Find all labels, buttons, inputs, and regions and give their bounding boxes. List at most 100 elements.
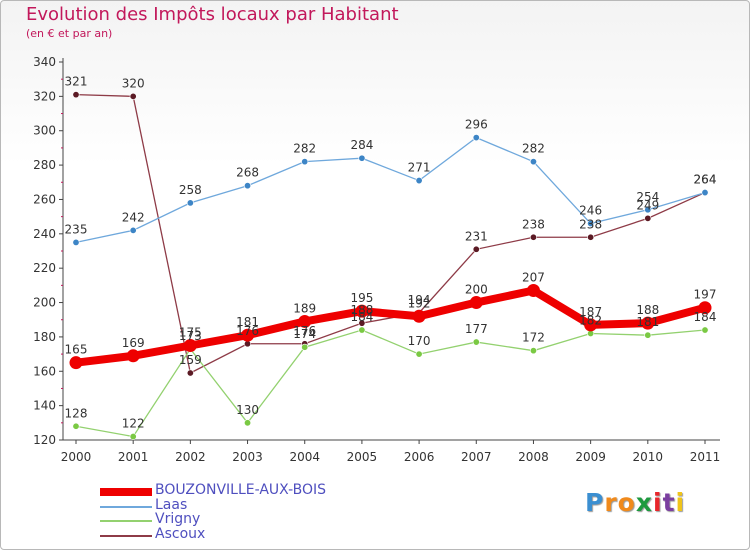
data-label-ascoux: 238	[522, 217, 545, 231]
data-point-ascoux	[358, 319, 366, 327]
data-label-bouzonville: 192	[408, 296, 431, 310]
y-tick-label: 200	[33, 296, 56, 310]
data-label-ascoux: 176	[293, 324, 316, 338]
data-point-vrigny	[472, 338, 480, 346]
data-label-ascoux: 321	[65, 75, 88, 89]
chart-subtitle: (en € et par an)	[26, 27, 113, 40]
data-point-bouzonville	[641, 316, 655, 330]
legend-label-ascoux: Ascoux	[155, 525, 206, 542]
logo-letter: x	[635, 488, 653, 517]
data-point-bouzonville	[298, 314, 312, 328]
x-tick-label: 2004	[289, 450, 320, 464]
data-point-vrigny	[129, 433, 137, 441]
data-point-laas	[358, 154, 366, 162]
data-label-laas: 246	[579, 204, 602, 218]
data-label-bouzonville: 188	[636, 303, 659, 317]
chart-title: Evolution des Impôts locaux par Habitant	[26, 4, 399, 25]
x-tick-label: 2011	[690, 450, 721, 464]
data-label-laas: 284	[350, 138, 373, 152]
data-label-laas: 271	[408, 161, 431, 175]
data-label-ascoux: 264	[694, 173, 717, 187]
data-point-bouzonville	[584, 318, 598, 332]
data-label-ascoux: 238	[579, 217, 602, 231]
data-point-laas	[701, 189, 709, 197]
data-label-vrigny: 181	[636, 315, 659, 329]
data-point-laas	[472, 134, 480, 142]
data-point-ascoux	[644, 214, 652, 222]
data-label-bouzonville: 189	[293, 301, 316, 315]
data-label-ascoux: 320	[122, 76, 145, 90]
data-label-bouzonville: 187	[579, 305, 602, 319]
x-tick-label: 2007	[461, 450, 492, 464]
data-point-vrigny	[72, 422, 80, 430]
data-label-laas: 242	[122, 210, 145, 224]
y-tick-label: 120	[33, 433, 56, 447]
data-label-vrigny: 172	[522, 331, 545, 345]
data-label-vrigny: 182	[579, 313, 602, 327]
logo-letter: r	[604, 488, 618, 517]
data-label-vrigny: 174	[293, 327, 316, 341]
data-point-ascoux	[72, 91, 80, 99]
y-tick-label: 280	[33, 158, 56, 172]
data-point-bouzonville	[412, 309, 426, 323]
data-point-vrigny	[301, 343, 309, 351]
data-point-bouzonville	[126, 349, 140, 363]
data-point-vrigny	[358, 326, 366, 334]
data-label-laas: 258	[179, 183, 202, 197]
data-point-laas	[72, 238, 80, 246]
x-tick-label: 2009	[575, 450, 606, 464]
data-label-vrigny: 184	[694, 310, 717, 324]
data-label-vrigny: 173	[179, 329, 202, 343]
data-label-ascoux: 194	[408, 293, 431, 307]
data-label-bouzonville: 181	[236, 315, 259, 329]
data-point-vrigny	[701, 326, 709, 334]
x-tick-label: 2001	[118, 450, 149, 464]
data-label-vrigny: 170	[408, 334, 431, 348]
proxiti-logo: Proxiti	[585, 488, 685, 517]
data-label-vrigny: 128	[65, 406, 88, 420]
legend-label-laas: Laas	[155, 496, 188, 513]
data-label-vrigny: 130	[236, 403, 259, 417]
data-point-laas	[415, 177, 423, 185]
data-point-bouzonville	[355, 304, 369, 318]
logo-letter: t	[662, 488, 676, 517]
logo-letter: i	[675, 488, 686, 517]
data-point-ascoux	[129, 92, 137, 100]
x-tick-label: 2006	[404, 450, 435, 464]
data-label-bouzonville: 207	[522, 271, 545, 285]
logo-letter: P	[585, 488, 605, 517]
y-tick-label: 160	[33, 364, 56, 378]
data-point-bouzonville	[69, 356, 83, 370]
y-tick-label: 300	[33, 124, 56, 138]
y-tick-label: 260	[33, 192, 56, 206]
logo-letter: i	[653, 488, 663, 517]
y-tick-label: 180	[33, 330, 56, 344]
y-tick-label: 220	[33, 261, 56, 275]
y-tick-label: 340	[33, 55, 56, 69]
data-label-ascoux: 249	[636, 198, 659, 212]
data-point-laas	[244, 182, 252, 190]
data-label-ascoux: 176	[236, 324, 259, 338]
data-label-bouzonville: 200	[465, 283, 488, 297]
data-point-laas	[186, 199, 194, 207]
y-tick-label: 240	[33, 227, 56, 241]
data-point-laas	[529, 158, 537, 166]
legend-label-vrigny: Vrigny	[155, 511, 201, 527]
data-label-bouzonville: 195	[350, 291, 373, 305]
data-point-ascoux	[472, 245, 480, 253]
data-point-bouzonville	[469, 296, 483, 310]
series-line-bouzonville	[72, 286, 709, 367]
data-point-laas	[644, 206, 652, 214]
data-label-ascoux: 188	[350, 303, 373, 317]
y-tick-label: 320	[33, 89, 56, 103]
legend-swatch-vrigny	[100, 520, 152, 523]
data-label-laas: 264	[694, 173, 717, 187]
data-label-laas: 282	[522, 142, 545, 156]
data-point-vrigny	[644, 331, 652, 339]
data-point-ascoux	[186, 369, 194, 377]
data-label-bouzonville: 197	[694, 288, 717, 302]
data-label-vrigny: 122	[122, 417, 145, 431]
data-point-bouzonville	[698, 301, 712, 315]
legend-swatch-laas	[100, 505, 152, 508]
